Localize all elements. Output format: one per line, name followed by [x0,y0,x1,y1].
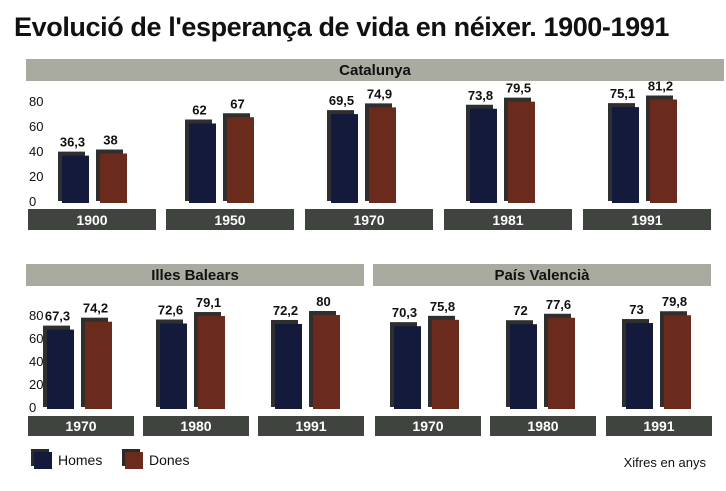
year-bar [583,209,711,230]
bar-men [62,155,89,203]
y-tick-label: 60 [29,331,43,346]
y-tick-label: 0 [29,400,36,415]
year-bar [444,209,572,230]
data-label-men: 67,3 [45,309,70,324]
data-label-men: 73 [629,302,643,317]
data-label-women: 74,2 [83,301,108,316]
bar-men [612,107,639,203]
units-note: Xifres en anys [623,455,706,470]
data-label-women: 81,2 [648,79,673,94]
y-tick-label: 20 [29,169,43,184]
x-category-label: 1991 [643,418,674,434]
panel-banner [26,264,364,286]
data-label-women: 79,8 [662,294,687,309]
x-category-label: 1970 [412,418,443,434]
data-label-men: 72,6 [158,303,183,318]
data-label-women: 38 [103,133,117,148]
data-label-men: 69,5 [329,93,354,108]
bar-women [313,315,340,409]
bar-women [432,319,459,409]
legend-label-men: Homes [58,452,103,468]
x-category-label: 1970 [65,418,96,434]
x-category-label: 1980 [180,418,211,434]
bar-men [189,123,216,203]
x-category-label: 1991 [631,212,662,228]
y-tick-label: 80 [29,94,43,109]
bar-women [650,99,677,203]
data-label-women: 77,6 [546,297,571,312]
bar-women [100,153,127,203]
y-tick-label: 60 [29,119,43,134]
legend-swatch-women [125,452,143,469]
panel-banner [373,264,711,286]
x-category-label: 1991 [295,418,326,434]
year-bar [28,209,156,230]
bar-women [227,117,254,203]
bar-men [275,323,302,409]
year-bar [305,209,433,230]
bar-women [548,317,575,409]
bar-men [470,108,497,203]
x-category-label: 1900 [76,212,107,228]
bar-men [394,326,421,409]
chart-title: Evolució de l'esperança de vida en néixe… [14,12,669,42]
panel-title: País Valencià [494,267,590,284]
x-category-label: 1981 [492,212,523,228]
x-category-label: 1970 [353,212,384,228]
year-bar [143,416,249,436]
bar-women [85,321,112,409]
data-label-women: 67 [230,96,244,111]
data-label-men: 62 [192,103,206,118]
data-label-women: 79,5 [506,81,531,96]
bar-men [626,323,653,409]
bar-women [369,107,396,203]
data-label-men: 73,8 [468,88,493,103]
data-label-women: 75,8 [430,299,455,314]
bar-women [664,315,691,409]
bar-men [510,324,537,409]
legend-swatch-men [34,452,52,469]
y-tick-label: 40 [29,144,43,159]
data-label-men: 72 [513,303,527,318]
year-bar [258,416,364,436]
panel-title: Illes Balears [151,267,239,284]
x-category-label: 1950 [214,212,245,228]
panel-banner [26,59,724,81]
y-tick-label: 40 [29,354,43,369]
year-bar [606,416,712,436]
bar-women [198,316,225,409]
data-label-men: 70,3 [392,305,417,320]
bar-men [331,114,358,203]
y-tick-label: 0 [29,194,36,209]
legend-item-women: Dones [125,452,189,469]
legend-label-women: Dones [149,452,190,468]
y-tick-label: 20 [29,377,43,392]
data-label-women: 79,1 [196,295,221,310]
data-label-women: 74,9 [367,86,392,101]
year-bar [28,416,134,436]
data-label-men: 72,2 [273,303,298,318]
bar-women [508,101,535,203]
year-bar [166,209,294,230]
data-label-women: 80 [316,294,330,309]
legend-item-men: Homes [34,452,102,469]
bar-men [160,323,187,409]
panel-title: Catalunya [339,62,411,79]
y-tick-label: 80 [29,308,43,323]
x-category-label: 1980 [527,418,558,434]
year-bar [375,416,481,436]
data-label-men: 36,3 [60,135,85,150]
data-label-men: 75,1 [610,86,635,101]
year-bar [490,416,596,436]
bar-men [47,329,74,409]
